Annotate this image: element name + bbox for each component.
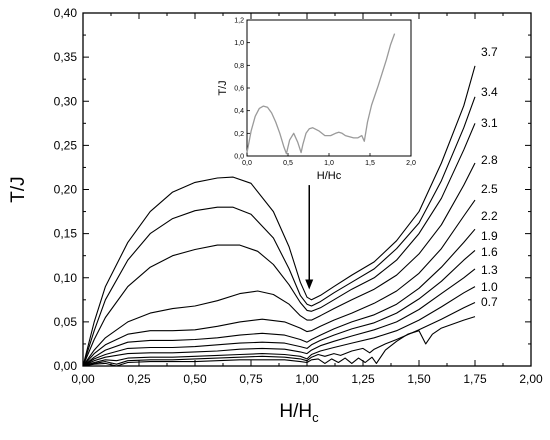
series-label-2-8: 2.8 — [481, 153, 498, 167]
y-tick-label: 0,00 — [54, 359, 78, 373]
inset-series-line — [246, 33, 396, 155]
x-axis-title-main: H/H — [279, 401, 312, 422]
inset-y-tick-label: 1,0 — [234, 40, 244, 47]
x-tick-label: 1,00 — [295, 372, 319, 386]
x-tick-label: 0,00 — [71, 372, 95, 386]
x-tick-label: 2,00 — [519, 372, 543, 386]
inset-x-tick-label: 0,0 — [242, 160, 252, 167]
inset-x-tick-label: 2,0 — [406, 160, 416, 167]
series-line-2-2 — [82, 228, 476, 367]
series-line-1-9 — [82, 249, 476, 367]
series-line-3-7 — [82, 65, 476, 367]
y-tick-label: 0,10 — [54, 271, 78, 285]
x-tick-label: 0,50 — [183, 372, 207, 386]
inset-y-tick-label: 0,0 — [234, 154, 244, 161]
inset-y-tick-label: 1,2 — [234, 18, 244, 25]
annotation-arrow-head — [305, 279, 314, 290]
series-label-0-7: 0.7 — [481, 295, 498, 309]
series-label-1-3: 1.3 — [481, 263, 498, 277]
inset-x-tick-label: 0,5 — [283, 160, 293, 167]
y-tick-label: 0,25 — [54, 138, 78, 152]
x-tick-label: 0,75 — [239, 372, 263, 386]
series-line-3-1 — [82, 123, 476, 367]
inset-y-tick-label: 0,4 — [234, 108, 244, 115]
inset-frame — [246, 19, 412, 157]
y-axis-title: T/J — [8, 176, 29, 202]
series-label-1-9: 1.9 — [481, 229, 498, 243]
x-tick-label: 1,75 — [463, 372, 487, 386]
y-tick-label: 0,15 — [54, 227, 78, 241]
inset-y-axis-title: T/J — [217, 80, 229, 95]
series-label-2-2: 2.2 — [481, 209, 498, 223]
x-tick-label: 1,50 — [407, 372, 431, 386]
x-axis-title: H/Hc — [279, 401, 319, 425]
y-tick-label: 0,05 — [54, 315, 78, 329]
x-axis-title-subscript: c — [312, 410, 319, 425]
series-label-1-6: 1.6 — [481, 245, 498, 259]
inset-y-tick-label: 0,8 — [234, 63, 244, 70]
x-tick-label: 0,25 — [127, 372, 151, 386]
inset-x-axis-title: H/Hc — [317, 170, 342, 182]
inset-y-tick-label: 0,2 — [234, 131, 244, 138]
inset-x-tick-label: 1,5 — [365, 160, 375, 167]
series-line-3-4 — [82, 96, 476, 367]
y-tick-label: 0,35 — [54, 50, 78, 64]
series-label-2-5: 2.5 — [481, 182, 498, 196]
series-line-1-3 — [82, 286, 476, 367]
inset-x-tick-label: 1,0 — [324, 160, 334, 167]
series-line-1-6 — [82, 268, 476, 367]
series-line-2-8 — [82, 162, 476, 367]
series-label-3-1: 3.1 — [481, 116, 498, 130]
x-tick-label: 1,25 — [351, 372, 375, 386]
series-line-0-7 — [82, 316, 476, 367]
series-label-1-0: 1.0 — [481, 280, 498, 294]
y-tick-label: 0,40 — [54, 6, 78, 20]
series-line-2-5 — [82, 199, 476, 367]
y-tick-label: 0,30 — [54, 94, 78, 108]
series-label-3-4: 3.4 — [481, 85, 498, 99]
inset-y-tick-label: 0,6 — [234, 86, 244, 93]
series-label-3-7: 3.7 — [481, 45, 498, 59]
y-tick-label: 0,20 — [54, 183, 78, 197]
series-line-1-0 — [82, 302, 476, 367]
